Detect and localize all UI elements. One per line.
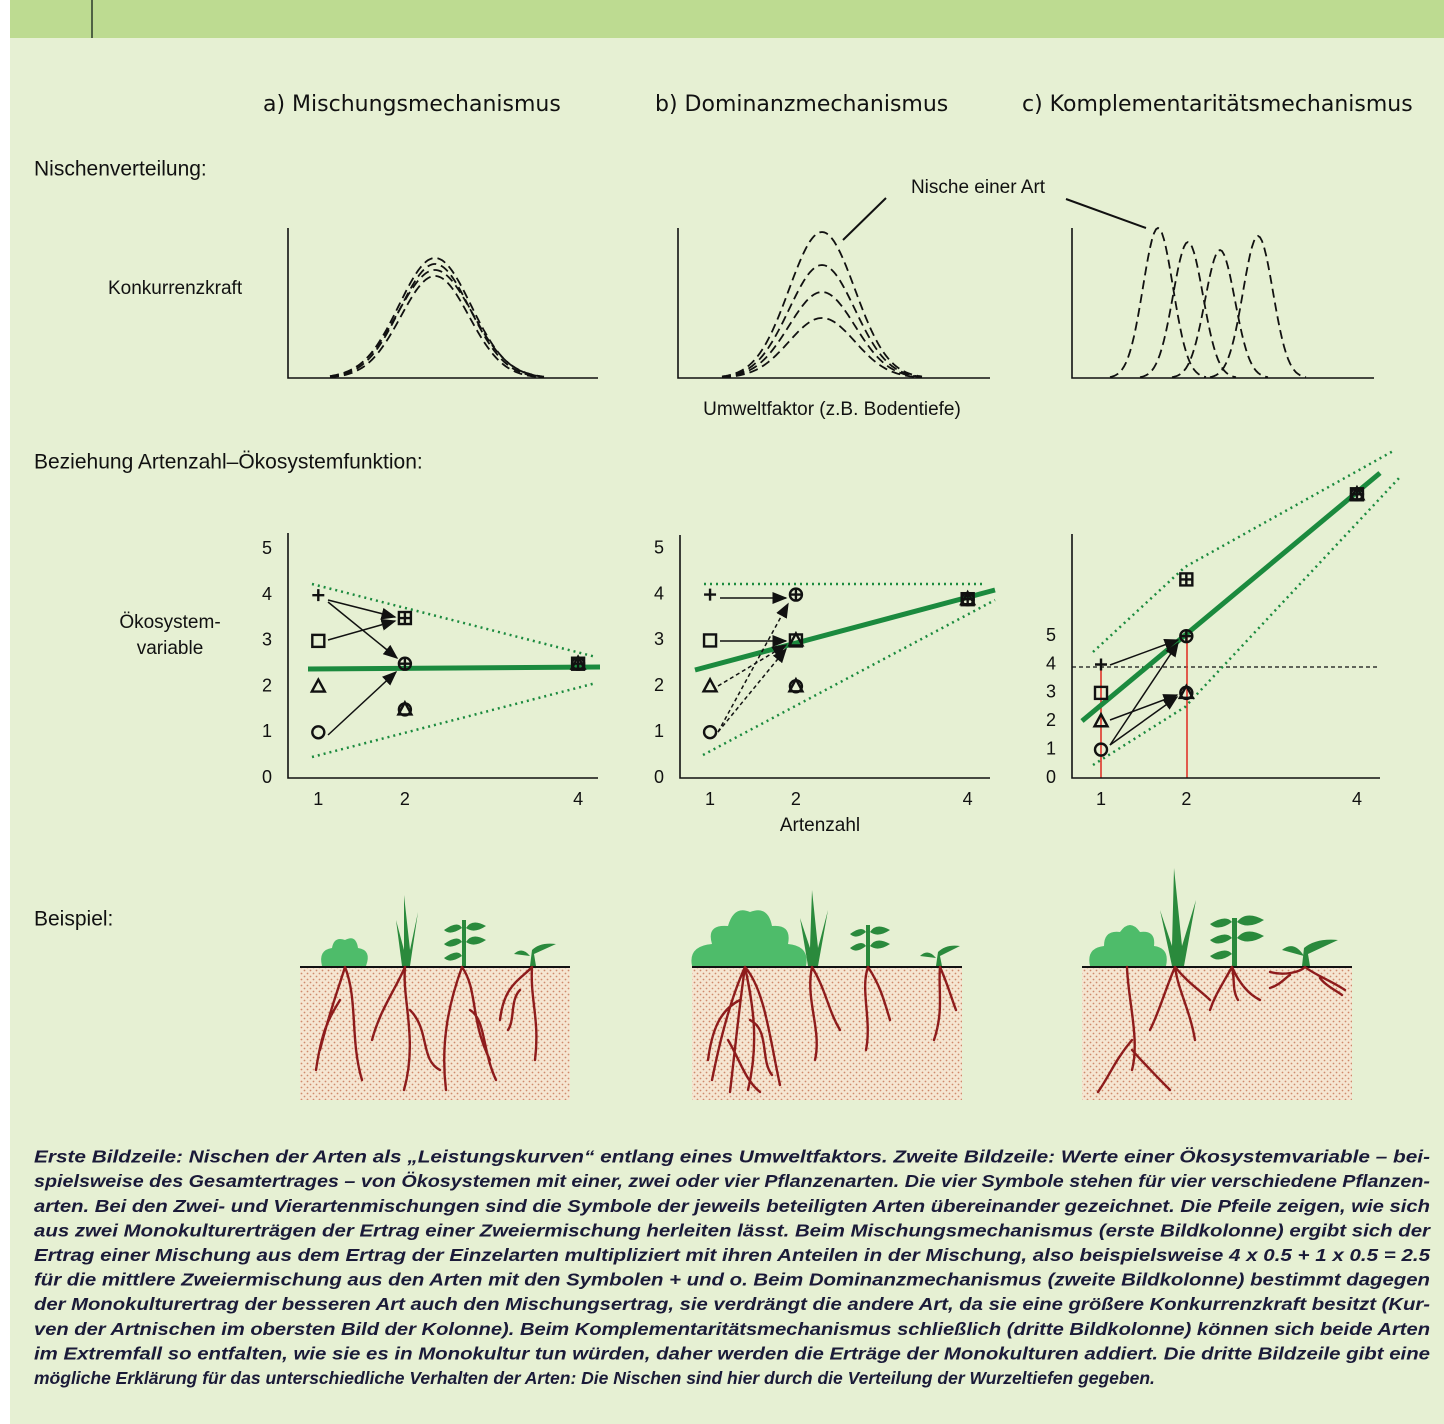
x-tick-label: 4 — [573, 789, 583, 809]
caption-line: spielsweise des Gesamtertrages – von Öko… — [34, 1171, 1430, 1191]
y-tick-label: 4 — [654, 583, 664, 603]
column-title: b) Dominanzmechanismus — [655, 92, 948, 117]
data-point — [1350, 487, 1363, 500]
x-tick-label: 2 — [791, 789, 801, 809]
y-tick-label: 2 — [654, 675, 664, 695]
data-point — [399, 658, 411, 670]
niche-x-label: Umweltfaktor (z.B. Bodentiefe) — [703, 399, 961, 420]
y-tick-label: 5 — [262, 538, 272, 558]
caption-line: der Monokulturertrag der besseren Art au… — [34, 1294, 1430, 1314]
y-tick-label: 2 — [262, 675, 272, 695]
caption-line: arten. Bei den Zwei- und Vierartenmischu… — [34, 1196, 1430, 1216]
caption-line: Erste Bildzeile: Nischen der Arten als „… — [34, 1147, 1430, 1167]
y-tick-label: 3 — [654, 629, 664, 649]
y-tick-label: 5 — [1046, 625, 1056, 645]
x-tick-label: 4 — [963, 789, 973, 809]
data-point — [790, 589, 802, 601]
top-bar — [10, 0, 1444, 38]
relation-y-label: variable — [137, 638, 204, 659]
page: Mechanismen Artenzahl–Ökosystemfunktion … — [0, 0, 1444, 1424]
data-point — [572, 657, 585, 670]
y-tick-label: 4 — [1046, 653, 1056, 673]
y-tick-label: 1 — [654, 721, 664, 741]
caption-line: mögliche Erklärung für das unterschiedli… — [34, 1368, 1155, 1388]
y-tick-label: 0 — [1046, 767, 1056, 787]
caption-line: aus zwei Monokulturerträgen der Ertrag e… — [34, 1220, 1431, 1240]
x-tick-label: 1 — [313, 789, 323, 809]
y-tick-label: 1 — [262, 721, 272, 741]
column-title: a) Mischungsmechanismus — [263, 92, 561, 117]
y-tick-label: 0 — [262, 767, 272, 787]
row-label: Nischenverteilung: — [34, 158, 207, 181]
y-tick-label: 3 — [262, 630, 272, 650]
caption-line: für die mittlere Zweiermischung aus den … — [34, 1270, 1430, 1290]
y-tick-label: 2 — [1046, 710, 1056, 730]
caption-line: Ertrag einer Mischung aus dem Ertrag der… — [34, 1245, 1430, 1265]
body: a) Mischungsmechanismus b) Dominanzmecha… — [0, 0, 1444, 1424]
x-tick-label: 2 — [400, 789, 410, 809]
relation-y-label: Ökosystem- — [119, 612, 220, 633]
x-tick-label: 1 — [705, 789, 715, 809]
row-label: Beispiel: — [34, 908, 113, 931]
data-point — [1180, 630, 1192, 642]
y-tick-label: 0 — [654, 767, 664, 787]
relation-x-label: Artenzahl — [780, 815, 860, 836]
y-tick-label: 1 — [1046, 738, 1056, 758]
annotation: Nische einer Art — [911, 177, 1046, 198]
data-point — [961, 592, 974, 605]
figure: a) Mischungsmechanismus b) Dominanzmecha… — [0, 0, 1444, 1424]
x-tick-label: 1 — [1096, 789, 1106, 809]
y-tick-label: 5 — [654, 538, 664, 558]
row-label: Beziehung Artenzahl–Ökosystemfunktion: — [34, 451, 423, 474]
trend-line — [308, 667, 600, 669]
y-tick-label: 3 — [1046, 682, 1056, 702]
x-tick-label: 2 — [1181, 789, 1191, 809]
x-tick-label: 4 — [1352, 789, 1362, 809]
column-title: c) Komplementaritätsmechanismus — [1022, 92, 1413, 117]
y-tick-label: 4 — [262, 584, 272, 604]
caption-line: ven der Artnischen im obersten Bild der … — [34, 1319, 1430, 1339]
niche-y-label: Konkurrenzkraft — [108, 278, 243, 299]
caption-line: im Extremfall so entfalten, wie sie es i… — [34, 1343, 1430, 1363]
